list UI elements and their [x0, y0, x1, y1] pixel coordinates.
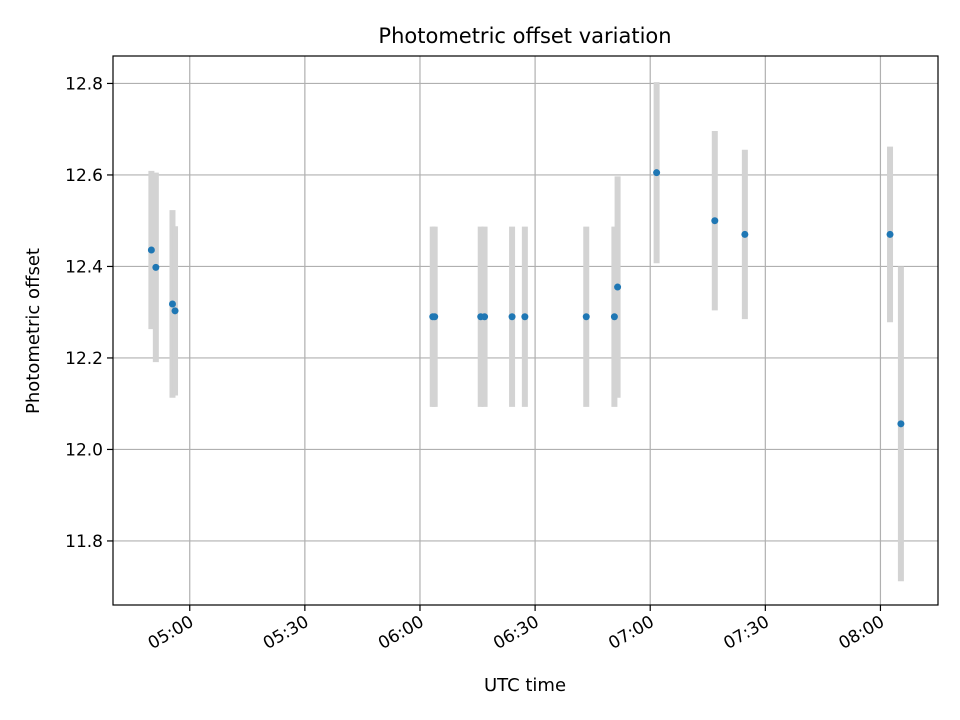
data-points — [147, 169, 905, 428]
x-axis-label: UTC time — [484, 675, 566, 696]
plot-frame — [112, 55, 939, 606]
data-point — [168, 300, 176, 308]
data-point — [614, 283, 622, 291]
y-tick-label: 12.4 — [65, 257, 103, 277]
data-point — [147, 246, 155, 254]
y-tick-label: 12.2 — [65, 349, 103, 369]
data-point — [171, 307, 179, 315]
data-point — [521, 313, 529, 321]
data-point — [653, 169, 661, 177]
data-point — [610, 313, 618, 321]
chart-title: Photometric offset variation — [378, 24, 671, 48]
y-axis-label: Photometric offset — [23, 248, 44, 414]
data-point — [886, 230, 894, 238]
y-axis-ticks: 11.8 12.0 12.2 12.4 12.6 12.8 — [65, 74, 113, 552]
data-point — [582, 313, 590, 321]
y-tick-label: 11.8 — [65, 532, 103, 552]
data-point — [481, 313, 489, 321]
data-point — [508, 313, 516, 321]
y-tick-label: 12.8 — [65, 74, 103, 94]
data-point — [152, 263, 160, 271]
data-point — [741, 230, 749, 238]
data-point — [711, 217, 719, 225]
data-point — [897, 420, 905, 428]
data-point — [431, 313, 439, 321]
y-tick-label: 12.6 — [65, 166, 103, 186]
y-tick-label: 12.0 — [65, 440, 103, 460]
